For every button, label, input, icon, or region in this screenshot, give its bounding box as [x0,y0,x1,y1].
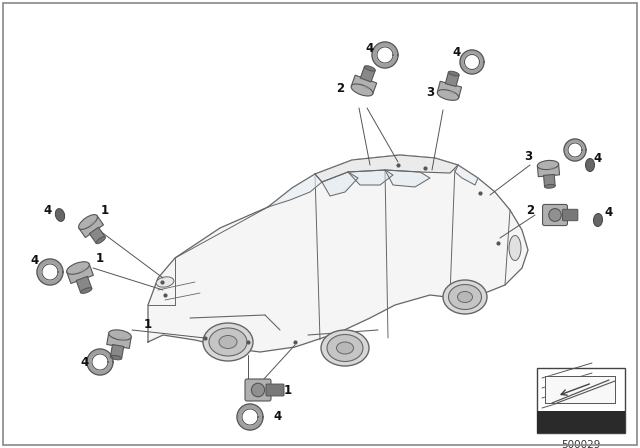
Polygon shape [545,376,615,403]
Text: 4: 4 [44,203,52,216]
Polygon shape [76,276,92,293]
Ellipse shape [437,90,459,100]
Polygon shape [460,50,484,74]
Ellipse shape [219,336,237,349]
Bar [537,411,625,433]
Polygon shape [542,373,597,406]
Polygon shape [92,354,108,370]
Text: 4: 4 [605,207,613,220]
Text: 2: 2 [336,82,344,95]
Polygon shape [322,172,358,196]
Polygon shape [348,170,393,185]
Polygon shape [242,409,258,425]
Bar [537,368,625,433]
Ellipse shape [81,288,92,293]
Polygon shape [385,170,430,187]
Polygon shape [268,174,322,207]
Text: 1: 1 [284,383,292,396]
Ellipse shape [449,71,459,76]
Text: 2: 2 [526,203,534,216]
Polygon shape [351,75,377,94]
Text: 4: 4 [274,410,282,423]
Polygon shape [437,81,461,98]
Polygon shape [568,143,582,157]
Polygon shape [148,155,528,352]
Ellipse shape [443,280,487,314]
Ellipse shape [458,292,472,302]
Ellipse shape [327,335,363,362]
Ellipse shape [548,209,561,221]
Text: 4: 4 [594,151,602,164]
Polygon shape [87,349,113,375]
Polygon shape [37,259,63,285]
Polygon shape [79,215,104,237]
Ellipse shape [203,323,253,361]
Text: 1: 1 [96,251,104,264]
Ellipse shape [548,167,555,170]
Polygon shape [543,174,555,187]
Polygon shape [67,264,93,284]
Text: 4: 4 [81,356,89,369]
Ellipse shape [119,337,126,341]
Polygon shape [90,227,105,243]
Ellipse shape [538,160,559,170]
Ellipse shape [96,237,106,244]
Text: 4: 4 [366,42,374,55]
Polygon shape [237,404,263,430]
Ellipse shape [252,383,264,397]
Polygon shape [455,165,478,185]
Ellipse shape [109,330,131,340]
Polygon shape [564,139,586,161]
FancyBboxPatch shape [245,379,271,401]
Polygon shape [377,47,393,63]
Text: 1: 1 [144,319,152,332]
Ellipse shape [67,262,90,274]
Ellipse shape [351,84,373,96]
Polygon shape [538,164,559,177]
Ellipse shape [156,277,174,287]
Ellipse shape [449,90,456,94]
FancyBboxPatch shape [543,204,568,225]
Ellipse shape [321,330,369,366]
Polygon shape [42,264,58,280]
Text: 4: 4 [453,46,461,59]
Polygon shape [107,333,131,349]
Ellipse shape [593,214,602,227]
Polygon shape [110,345,124,358]
Text: 4: 4 [31,254,39,267]
Ellipse shape [55,209,65,221]
Text: 3: 3 [426,86,434,99]
Ellipse shape [509,236,521,260]
Ellipse shape [90,221,96,226]
Text: 500029: 500029 [561,440,601,448]
Ellipse shape [337,342,353,354]
FancyBboxPatch shape [563,209,578,221]
Text: 1: 1 [101,203,109,216]
Polygon shape [465,55,479,69]
Ellipse shape [79,268,86,273]
Ellipse shape [586,159,595,172]
Ellipse shape [545,185,555,188]
Ellipse shape [79,215,97,229]
Polygon shape [315,155,458,182]
Text: 3: 3 [524,151,532,164]
FancyBboxPatch shape [266,384,284,396]
Ellipse shape [364,86,370,90]
Ellipse shape [209,328,247,356]
Ellipse shape [110,355,122,360]
Polygon shape [360,66,375,82]
Ellipse shape [449,284,481,310]
Polygon shape [372,42,398,68]
Ellipse shape [364,66,375,71]
Polygon shape [445,72,459,86]
